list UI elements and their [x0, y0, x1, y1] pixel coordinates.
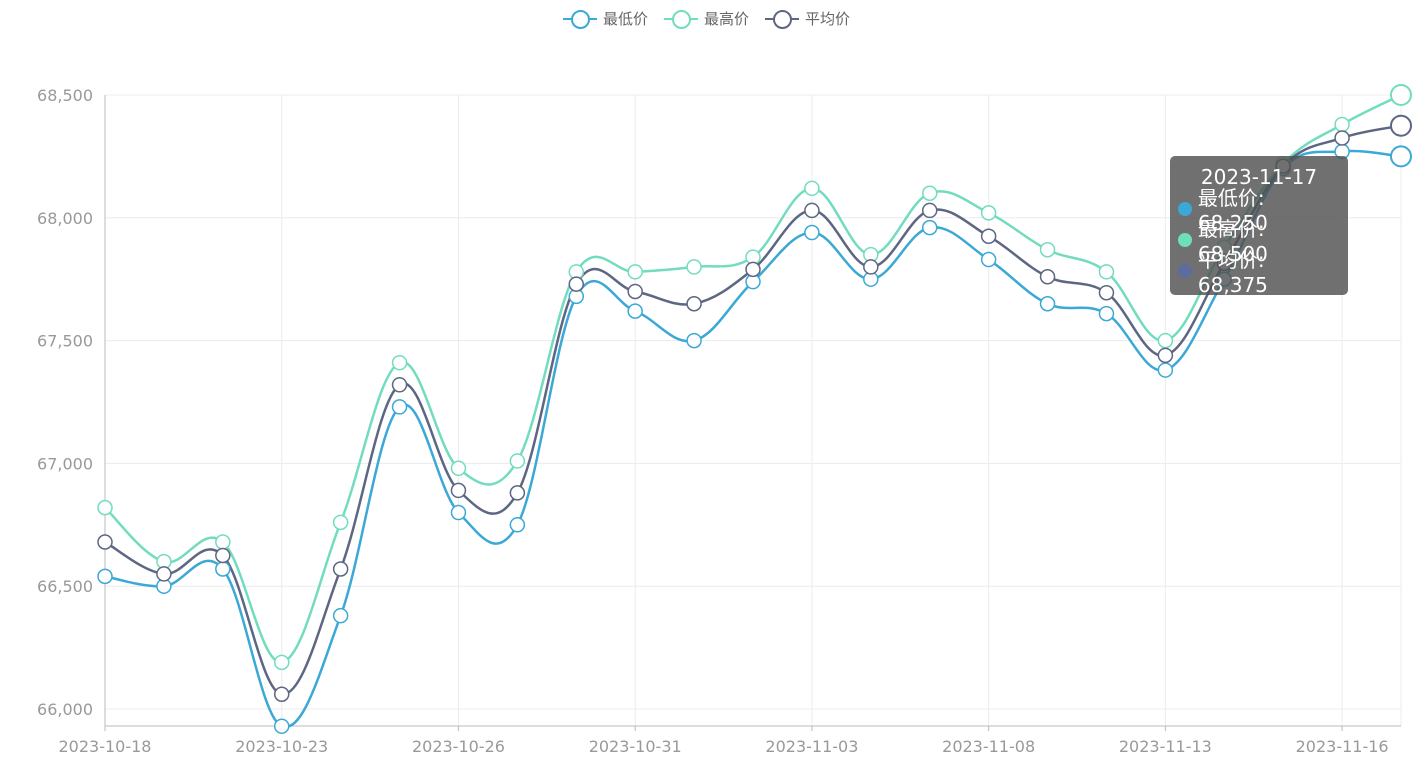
- series-point-2: [863, 259, 879, 275]
- series-point-2: [1390, 114, 1412, 137]
- x-tick-label: 2023-10-26: [412, 737, 505, 756]
- series-point-1: [1157, 332, 1174, 349]
- chart-legend: 最低价 最高价 平均价: [0, 8, 1413, 29]
- x-tick-label: 2023-10-18: [59, 737, 152, 756]
- series-point-2: [97, 534, 113, 550]
- series-point-2: [804, 202, 820, 219]
- legend-item-low[interactable]: 最低价: [562, 8, 648, 29]
- series-point-2: [686, 296, 702, 312]
- series-point-0: [980, 251, 997, 268]
- series-point-0: [1098, 305, 1115, 322]
- series-point-1: [980, 205, 997, 221]
- series-point-1: [1039, 241, 1056, 258]
- x-tick-label: 2023-11-13: [1119, 737, 1212, 756]
- tooltip-avg-dot-icon: [1178, 263, 1192, 278]
- y-tick-label: 68,500: [37, 86, 93, 105]
- series-point-2: [1098, 284, 1115, 301]
- series-point-2: [568, 276, 585, 292]
- legend-item-high[interactable]: 最高价: [663, 8, 749, 29]
- series-point-0: [273, 718, 290, 734]
- y-tick-label: 67,500: [37, 332, 93, 351]
- x-tick-label: 2023-11-16: [1296, 737, 1389, 756]
- legend-low-line-icon: [562, 9, 597, 29]
- series-point-2: [1157, 347, 1174, 364]
- legend-low-label: 最低价: [602, 10, 648, 28]
- series-point-1: [97, 499, 113, 516]
- series-point-2: [391, 377, 408, 393]
- tooltip-row-low: 最低价: 68,250: [1178, 186, 1340, 235]
- y-tick-label: 66,500: [37, 577, 93, 596]
- series-point-0: [332, 607, 349, 624]
- series-point-0: [215, 561, 231, 577]
- series-point-0: [627, 303, 643, 319]
- tooltip-high-dot-icon: [1178, 232, 1192, 247]
- series-point-1: [686, 259, 702, 275]
- series-point-0: [686, 332, 702, 349]
- series-point-2: [332, 561, 349, 577]
- x-tick-label: 2023-10-23: [235, 737, 328, 756]
- series-point-0: [97, 568, 113, 585]
- series-point-0: [1390, 145, 1412, 168]
- series-point-2: [450, 482, 467, 499]
- series-point-1: [450, 460, 467, 477]
- series-point-2: [745, 261, 761, 278]
- tooltip-row-high: 最高价: 68,500: [1178, 217, 1340, 266]
- series-point-0: [804, 224, 820, 241]
- chart-tooltip: 2023-11-17 最低价: 68,250 最高价: 68,500 平均价: …: [1170, 156, 1348, 297]
- series-point-2: [627, 283, 643, 300]
- tooltip-row-avg: 平均价: 68,375: [1178, 248, 1340, 297]
- series-point-1: [509, 453, 526, 469]
- series-point-2: [156, 566, 172, 582]
- series-point-0: [450, 504, 467, 521]
- series-point-1: [1334, 116, 1350, 133]
- legend-item-avg[interactable]: 平均价: [765, 8, 850, 29]
- series-point-2: [509, 485, 526, 501]
- legend-avg-line-icon: [765, 9, 799, 29]
- y-tick-label: 67,000: [37, 454, 93, 473]
- x-tick-label: 2023-11-08: [942, 737, 1035, 756]
- series-point-0: [509, 517, 526, 533]
- legend-high-line-icon: [663, 9, 698, 29]
- tooltip-high-text: 最高价: 68,500: [1197, 217, 1268, 266]
- y-tick-label: 68,000: [37, 209, 93, 228]
- series-point-2: [1334, 130, 1350, 146]
- series-point-1: [921, 185, 938, 201]
- series-point-1: [804, 180, 820, 197]
- legend-avg-label: 平均价: [805, 10, 851, 28]
- tooltip-low-dot-icon: [1178, 201, 1192, 216]
- series-point-0: [391, 399, 408, 415]
- series-point-1: [1098, 264, 1115, 280]
- series-point-2: [1039, 268, 1056, 285]
- series-point-0: [1039, 296, 1056, 312]
- tooltip-low-text: 最低价: 68,250: [1197, 186, 1268, 235]
- y-tick-label: 66,000: [37, 700, 93, 719]
- series-point-2: [215, 547, 231, 564]
- series-point-0: [921, 219, 938, 236]
- series-point-2: [980, 228, 997, 244]
- tooltip-avg-text: 平均价: 68,375: [1197, 248, 1268, 297]
- series-point-1: [273, 654, 290, 671]
- x-tick-label: 2023-10-31: [589, 737, 682, 756]
- series-point-1: [391, 354, 408, 371]
- legend-high-label: 最高价: [703, 10, 749, 28]
- series-point-1: [215, 534, 231, 550]
- x-tick-label: 2023-11-03: [765, 737, 858, 756]
- tooltip-date: 2023-11-17: [1200, 165, 1318, 189]
- series-point-0: [1157, 362, 1174, 378]
- series-point-2: [273, 686, 290, 703]
- series-point-1: [332, 514, 349, 531]
- series-point-1: [1390, 84, 1412, 106]
- series-point-1: [627, 264, 643, 280]
- series-point-2: [921, 202, 938, 219]
